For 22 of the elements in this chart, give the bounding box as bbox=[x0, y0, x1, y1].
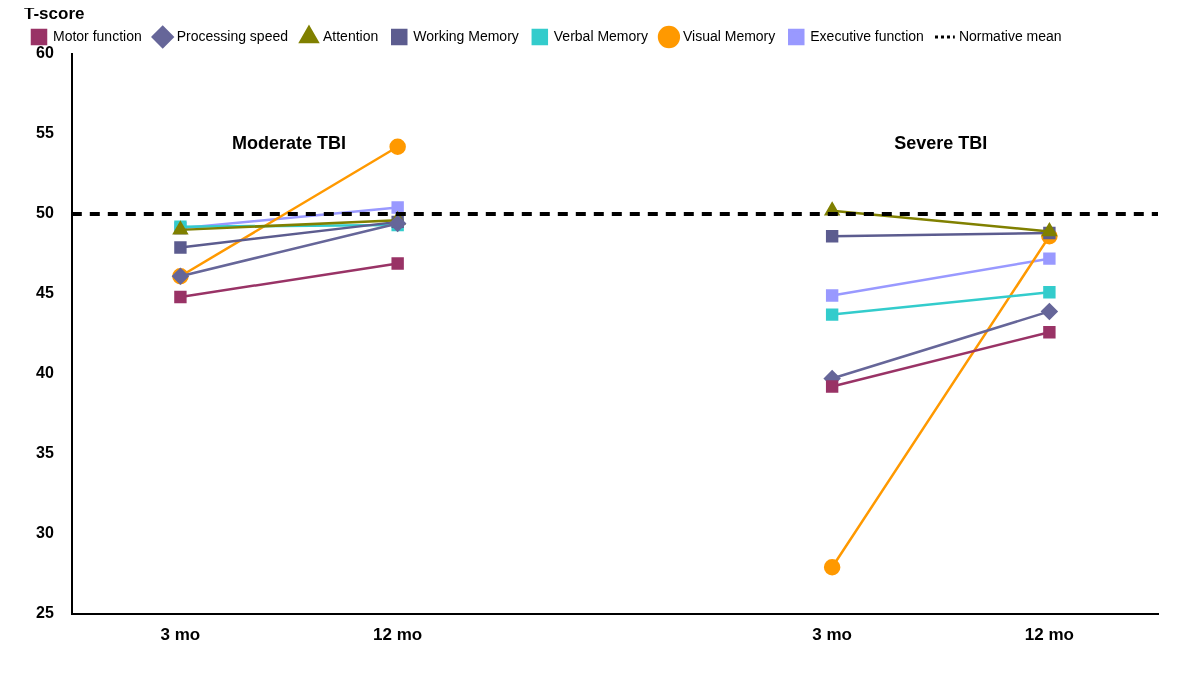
y-tick-label: 25 bbox=[36, 604, 54, 622]
y-tick-label: 30 bbox=[36, 524, 54, 542]
x-tick-label: 3 mo bbox=[812, 625, 852, 645]
legend-label: Attention bbox=[323, 27, 379, 44]
legend-label: Executive function bbox=[810, 27, 924, 44]
y-tick-label: 50 bbox=[36, 204, 54, 222]
legend-label: Motor function bbox=[53, 27, 142, 44]
y-tick-label: 35 bbox=[36, 444, 54, 462]
annotation: Moderate TBI bbox=[232, 132, 347, 153]
x-tick-label: 12 mo bbox=[373, 625, 423, 645]
y-tick-label: 40 bbox=[36, 364, 54, 382]
legend-label: Working Memory bbox=[413, 27, 519, 44]
legend-label: Processing speed bbox=[176, 27, 289, 44]
y-tick-label: 45 bbox=[36, 284, 54, 302]
legend-label: Normative mean bbox=[958, 27, 1062, 44]
legend-label: Visual Memory bbox=[682, 27, 776, 44]
y-tick-label: 60 bbox=[36, 44, 54, 62]
annotation: Severe TBI bbox=[894, 132, 988, 153]
legend-label: Verbal Memory bbox=[553, 27, 648, 44]
x-tick-label: 12 mo bbox=[1024, 625, 1074, 645]
x-tick-label: 3 mo bbox=[160, 625, 201, 645]
y-tick-label: 55 bbox=[36, 124, 54, 142]
